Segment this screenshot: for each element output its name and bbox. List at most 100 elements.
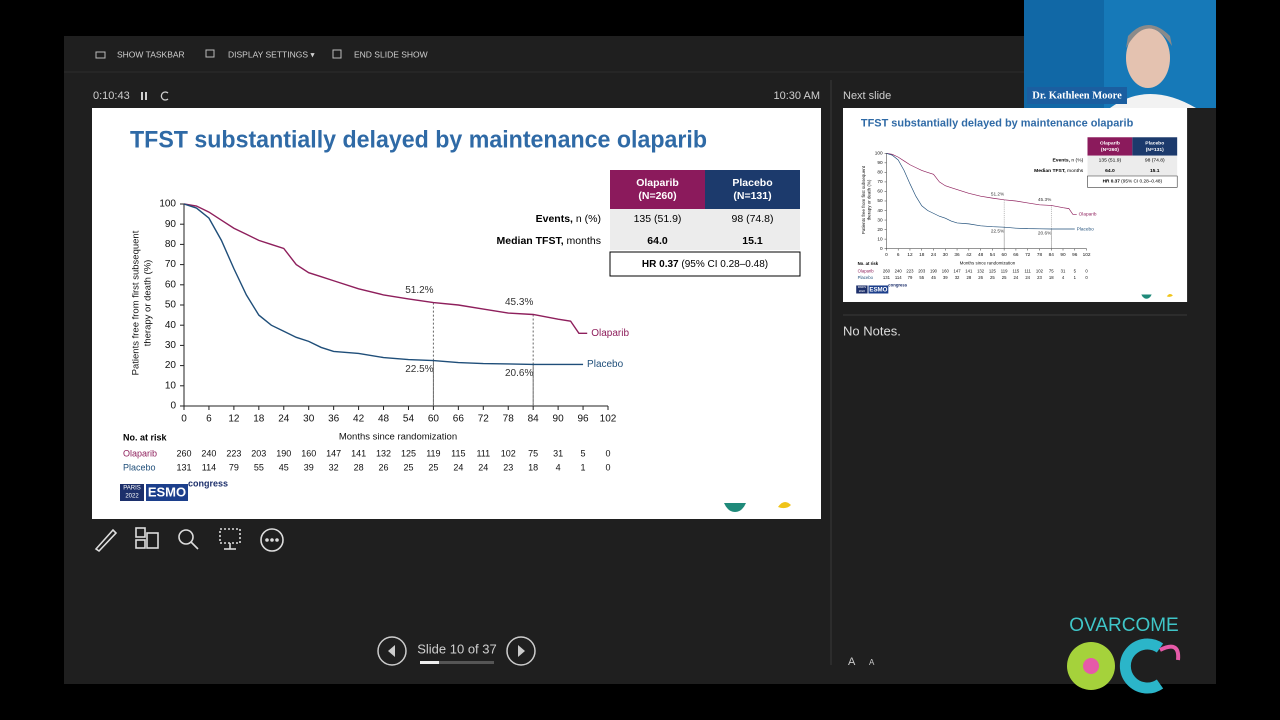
timer: 0:10:43 [93,90,130,102]
risk-count: 55 [254,462,264,472]
series-label: Placebo [587,359,624,370]
slide-title: TFST substantially delayed by maintenanc… [130,126,707,153]
risk-count: 24 [1014,275,1019,280]
row-label-bold: Median TFST, [497,235,564,247]
risk-count: 4 [1062,275,1065,280]
risk-title: No. at risk [123,432,168,442]
x-tick-label: 30 [943,252,949,258]
risk-count: 119 [426,448,440,458]
risk-count: 131 [176,462,191,472]
next-slide-thumbnail[interactable]: TFST substantially delayed by maintenanc… [843,108,1188,302]
risk-count: 24 [1025,275,1030,280]
x-tick-label: 102 [600,414,617,425]
risk-row-name: Olaparib [123,448,157,458]
more-tool[interactable] [260,528,284,552]
hr-box [1087,175,1178,188]
restart-button[interactable] [160,91,169,101]
risk-count: 31 [553,448,563,458]
font-smaller[interactable]: A [869,658,875,667]
risk-row-name: Placebo [123,462,156,472]
hr-bold: HR 0.37 [642,259,679,270]
risk-count: 111 [476,448,490,458]
risk-title: No. at risk [858,261,879,266]
table-cell: 15.1 [1150,168,1160,174]
toolbar-button[interactable]: DISPLAY SETTINGS ▾ [228,49,315,59]
x-tick-label: 96 [1072,252,1078,258]
prev-button[interactable] [377,636,407,666]
progress-track [420,661,494,664]
toolbar-button[interactable]: SHOW TASKBAR [117,49,185,59]
table-header-cell [610,170,705,209]
display-icon[interactable] [205,49,215,58]
risk-count: 132 [977,268,985,273]
table-row-label: Events, n (%) [1052,158,1083,164]
risk-count: 4 [556,462,561,472]
risk-count: 32 [329,462,339,472]
risk-count: 28 [354,462,364,472]
y-tick-label: 60 [165,279,177,290]
font-larger[interactable]: A [848,656,856,668]
table-header: Placebo [1145,141,1164,147]
current-slide: TFST substantially delayed by maintenanc… [92,108,821,519]
risk-count: 1 [1074,275,1077,280]
x-tick-label: 0 [885,252,888,258]
row-label-rest: months [1066,168,1084,174]
hr-bold: HR 0.37 [1103,179,1121,185]
clock: 10:30 AM [774,90,820,102]
risk-row-name: Olaparib [858,268,875,273]
table-header: Placebo [732,177,772,189]
annotation-label: 20.6% [1038,231,1052,237]
risk-count: 23 [503,462,513,472]
sponsor-mark [1141,294,1152,299]
x-tick-label: 66 [453,414,465,425]
x-axis-label: Months since randomization [339,432,457,443]
risk-count: 5 [1074,268,1077,273]
risk-count: 190 [276,448,291,458]
y-tick-label: 40 [165,320,177,331]
x-tick-label: 78 [503,414,515,425]
risk-count: 115 [1013,268,1020,273]
annotation-label: 45.3% [505,297,533,308]
x-tick-label: 48 [978,252,984,258]
annotation-label: 45.3% [1038,197,1052,203]
risk-count: 23 [1037,275,1042,280]
notes: No Notes. [843,323,901,338]
screen-tool[interactable] [219,528,241,550]
logo-year: 2022 [125,494,139,500]
table-header-n: (N=131) [1146,147,1164,153]
next-button[interactable] [506,636,536,666]
annotation-label: 22.5% [405,364,433,375]
series-line [183,203,588,334]
x-tick-label: 42 [353,414,365,425]
toolbar-button[interactable]: END SLIDE SHOW [354,49,428,59]
end-show-icon[interactable] [332,49,342,59]
risk-count: 39 [943,275,948,280]
zoom-tool[interactable] [178,529,199,550]
logo-suffix: congress [888,283,907,288]
risk-count: 28 [966,275,971,280]
grid-tool[interactable] [135,527,159,549]
risk-count: 39 [304,462,314,472]
risk-count: 0 [605,462,610,472]
pause-button[interactable] [141,92,147,100]
table-header-n: (N=260) [1101,147,1119,153]
series-line [886,152,1075,230]
taskbar-icon[interactable] [95,51,106,59]
risk-count: 260 [883,268,891,273]
risk-count: 79 [908,275,913,280]
progress-fill [420,661,439,664]
x-tick-label: 84 [528,414,540,425]
speaker-name: Dr. Kathleen Moore [1032,90,1122,101]
risk-count: 18 [528,462,538,472]
row-label-bold: Median TFST, [1034,168,1066,174]
y-tick-label: 20 [165,360,177,371]
pen-tool[interactable] [94,528,118,553]
series-line [183,203,584,366]
risk-count: 25 [1002,275,1007,280]
risk-count: 26 [379,462,389,472]
y-tick-label: 10 [165,380,177,391]
risk-count: 18 [1049,275,1054,280]
x-tick-label: 12 [228,414,240,425]
x-tick-label: 102 [1083,252,1091,258]
